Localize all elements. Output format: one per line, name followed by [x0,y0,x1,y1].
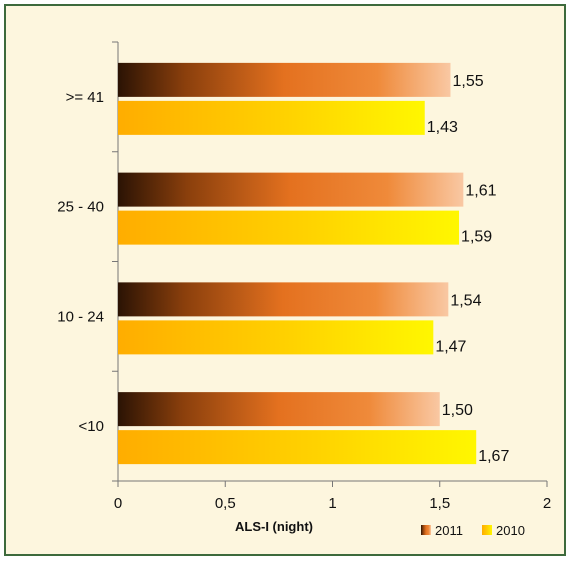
data-label: 1,54 [450,292,481,309]
data-label: 1,61 [465,183,496,200]
bar-2010-3 [118,430,477,465]
x-axis-title: ALS-I (night) [235,519,313,534]
bar-2011-2 [118,282,449,317]
data-label: 1,43 [427,119,458,136]
bar-2010-0 [118,100,425,135]
bar-2011-3 [118,392,440,427]
category-label: >= 41 [66,89,104,106]
data-label: 1,47 [435,338,466,355]
bar-2010-2 [118,320,434,355]
x-tick-label: 0,5 [215,495,236,512]
bar-2011-0 [118,62,451,97]
x-tick-label: 2 [543,495,551,512]
bar-2010-1 [118,210,460,245]
legend-label: 2011 [435,523,463,538]
data-label: 1,59 [461,229,492,246]
chart-frame: 0 0,5 1 1,5 2 >= 41 1,55 1,43 25 - 40 1,61 1,59 10 … [4,4,566,556]
category-label: 10 - 24 [57,308,104,325]
legend-swatch-2011 [421,525,431,535]
bar-2011-1 [118,172,464,207]
category-label: <10 [79,418,104,435]
x-tick-label: 0 [114,495,122,512]
x-tick-label: 1 [328,495,336,512]
bar-chart: 0 0,5 1 1,5 2 >= 41 1,55 1,43 25 - 40 1,61 1,59 10 … [57,41,551,538]
data-label: 1,67 [478,448,509,465]
x-tick-label: 1,5 [429,495,450,512]
legend-label: 2010 [496,523,525,538]
data-label: 1,50 [442,402,473,419]
legend-swatch-2010 [482,525,492,535]
category-label: 25 - 40 [57,199,104,216]
data-label: 1,55 [452,73,483,90]
